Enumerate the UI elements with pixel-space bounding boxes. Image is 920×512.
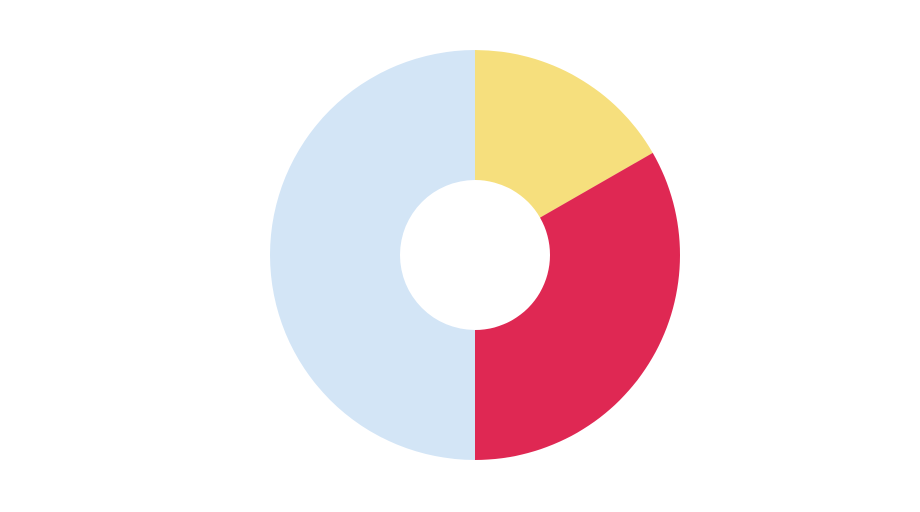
donut-slice-3 xyxy=(270,50,475,460)
slice-group xyxy=(270,50,681,460)
donut-slice-2 xyxy=(475,152,681,460)
donut-slice-1 xyxy=(475,50,653,218)
